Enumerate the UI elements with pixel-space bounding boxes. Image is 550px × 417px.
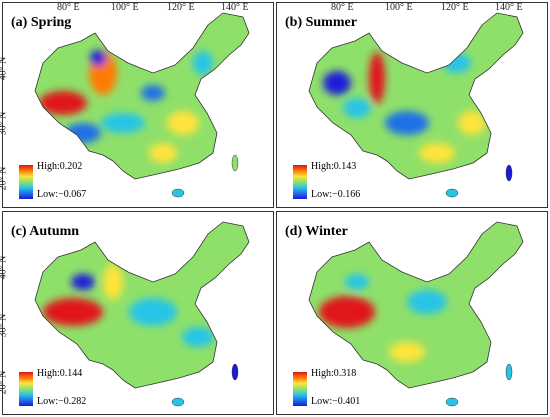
panel-title-winter: (d) Winter bbox=[285, 224, 348, 239]
china-map-summer bbox=[308, 12, 524, 198]
lat-tick-40: 40° N bbox=[0, 256, 9, 280]
lon-tick-120: 120° E bbox=[167, 2, 195, 13]
legend-low: Low:−0.166 bbox=[311, 189, 361, 200]
panel-title-summer: (b) Summer bbox=[285, 15, 357, 30]
china-map-spring bbox=[34, 12, 250, 198]
lat-tick-30: 30° N bbox=[0, 314, 9, 338]
legend-spring: High:0.202 Low:−0.067 bbox=[19, 161, 119, 205]
lon-tick-80: 80° E bbox=[57, 2, 80, 13]
legend-low: Low:−0.401 bbox=[311, 396, 361, 407]
lon-tick-80: 80° E bbox=[331, 2, 354, 13]
color-ramp bbox=[293, 165, 307, 199]
legend-high: High:0.318 bbox=[311, 368, 357, 379]
color-ramp bbox=[19, 165, 33, 199]
legend-high: High:0.143 bbox=[311, 161, 357, 172]
legend-winter: High:0.318 Low:−0.401 bbox=[293, 368, 393, 412]
legend-low: Low:−0.282 bbox=[37, 396, 87, 407]
panel-summer: (b) Summer 80° E 100° E 120° E 140° E Hi… bbox=[276, 2, 548, 208]
legend-high: High:0.202 bbox=[37, 161, 83, 172]
panel-winter: (d) Winter High:0.318 Low:−0.401 bbox=[276, 211, 548, 415]
china-map-winter bbox=[308, 221, 524, 407]
lon-tick-140: 140° E bbox=[495, 2, 523, 13]
legend-summer: High:0.143 Low:−0.166 bbox=[293, 161, 393, 205]
lon-tick-100: 100° E bbox=[111, 2, 139, 13]
lat-tick-40: 40° N bbox=[0, 57, 9, 81]
legend-high: High:0.144 bbox=[37, 368, 83, 379]
panel-spring: (a) Spring 80° E 100° E 120° E 140° E 40… bbox=[0, 2, 274, 208]
panel-autumn: (c) Autumn 40° N 30° N 20° N High:0.144 … bbox=[0, 211, 274, 415]
china-map-autumn bbox=[34, 221, 250, 407]
lon-tick-100: 100° E bbox=[385, 2, 413, 13]
panel-title-spring: (a) Spring bbox=[11, 15, 72, 30]
panel-title-autumn: (c) Autumn bbox=[11, 224, 80, 239]
legend-low: Low:−0.067 bbox=[37, 189, 87, 200]
legend-autumn: High:0.144 Low:−0.282 bbox=[19, 368, 119, 412]
color-ramp bbox=[19, 372, 33, 406]
lat-tick-30: 30° N bbox=[0, 112, 9, 136]
lat-tick-20: 20° N bbox=[0, 167, 9, 191]
lon-tick-140: 140° E bbox=[221, 2, 249, 13]
color-ramp bbox=[293, 372, 307, 406]
lat-tick-20: 20° N bbox=[0, 371, 9, 395]
lon-tick-120: 120° E bbox=[441, 2, 469, 13]
